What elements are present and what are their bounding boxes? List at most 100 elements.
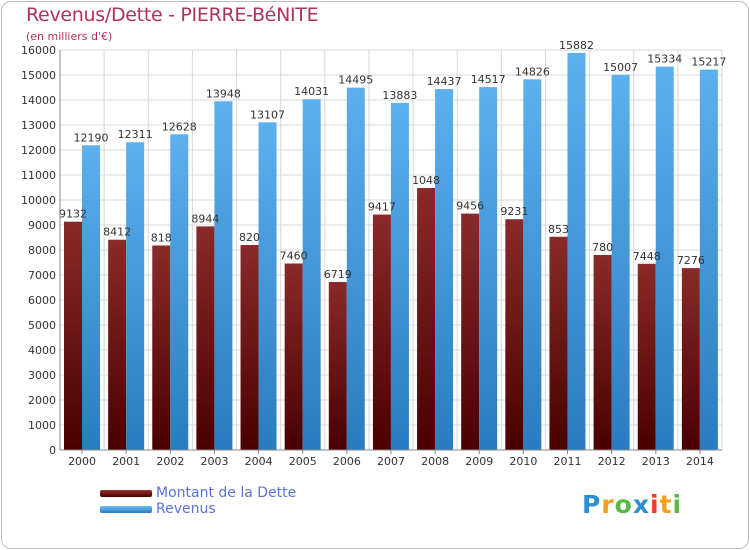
bar-debt-2006	[328, 282, 347, 450]
x-tick-label: 2001	[112, 455, 140, 468]
data-label-revenus-2010: 14826	[515, 65, 550, 78]
data-label-revenus-2002: 12628	[162, 120, 197, 133]
x-tick-label: 2003	[200, 455, 228, 468]
y-tick-label: 0	[49, 444, 56, 457]
bar-revenus-2008	[435, 89, 454, 450]
data-label-debt-2005: 7460	[280, 250, 308, 263]
chart-subtitle: (en milliers d'€)	[26, 30, 113, 43]
bar-revenus-2013	[655, 66, 674, 451]
bar-revenus-2002	[170, 134, 189, 451]
y-tick-label: 9000	[28, 219, 56, 232]
legend-label-revenus: Revenus	[156, 501, 216, 517]
bar-debt-2012	[593, 255, 612, 450]
data-label-revenus-2000: 12190	[74, 131, 109, 144]
x-tick-label: 2004	[245, 455, 273, 468]
legend-label-debt: Montant de la Dette	[156, 485, 297, 501]
data-label-revenus-2014: 15217	[691, 56, 726, 69]
y-tick-label: 8000	[28, 244, 56, 257]
y-tick-label: 10000	[21, 194, 56, 207]
x-tick-label: 2005	[289, 455, 317, 468]
data-label-revenus-2005: 14031	[294, 85, 329, 98]
data-label-debt-2000: 9132	[59, 208, 87, 221]
x-tick-label: 2011	[554, 455, 582, 468]
y-tick-label: 14000	[21, 94, 56, 107]
bar-debt-2007	[372, 214, 391, 450]
axes: 0 1000 2000 3000 4000 5000 6000 7000 8000 9000 100…	[21, 44, 722, 468]
x-tick-label: 2006	[333, 455, 361, 468]
y-tick-label: 1000	[28, 419, 56, 432]
data-label-debt-2013: 7448	[633, 250, 661, 263]
bar-debt-2003	[196, 226, 215, 450]
legend-swatch-revenus	[100, 506, 152, 513]
x-tick-label: 2007	[377, 455, 405, 468]
bar-debt-2013	[637, 263, 656, 450]
bar-debt-2014	[681, 268, 700, 450]
y-tick-label: 12000	[21, 144, 56, 157]
bar-revenus-2012	[611, 74, 630, 450]
data-label-debt-2014: 7276	[677, 254, 705, 267]
data-label-revenus-2009: 14517	[471, 73, 506, 86]
logo-letter: P	[582, 490, 602, 519]
data-label-debt-2001: 8412	[103, 226, 131, 239]
bar-debt-2000	[64, 221, 82, 450]
chart-title: Revenus/Dette - PIERRE-BéNITE	[26, 4, 319, 26]
data-label-debt-2002: 818	[151, 232, 172, 245]
data-label-debt-2004: 820	[239, 231, 260, 244]
bar-revenus-2005	[302, 99, 321, 450]
bar-revenus-2011	[567, 52, 586, 450]
data-label-debt-2012: 780	[592, 241, 613, 254]
data-label-revenus-2013: 15334	[647, 53, 682, 66]
bars	[64, 52, 718, 451]
x-tick-label: 2010	[509, 455, 537, 468]
bar-revenus-2006	[346, 87, 365, 450]
y-tick-label: 3000	[28, 369, 56, 382]
y-tick-label: 6000	[28, 294, 56, 307]
logo-letter: i	[650, 490, 660, 519]
x-tick-label: 2012	[598, 455, 626, 468]
data-label-revenus-2003: 13948	[206, 87, 241, 100]
bar-debt-2008	[417, 188, 436, 450]
logo-letter: i	[672, 490, 683, 519]
bar-debt-2001	[108, 239, 127, 450]
data-label-debt-2007: 9417	[368, 201, 396, 214]
bar-debt-2002	[152, 245, 171, 450]
y-tick-label: 7000	[28, 269, 56, 282]
bar-revenus-2004	[258, 122, 277, 450]
data-label-debt-2011: 853	[548, 223, 569, 236]
bar-revenus-2003	[214, 101, 233, 451]
data-label-revenus-2008: 14437	[427, 75, 462, 88]
x-tick-label: 2008	[421, 455, 449, 468]
logo-letter: t	[659, 490, 673, 519]
y-tick-label: 16000	[21, 44, 56, 57]
bar-revenus-2001	[126, 142, 145, 450]
bar-debt-2009	[461, 213, 480, 450]
logo-letter: o	[614, 490, 633, 519]
data-label-debt-2008: 1048	[412, 174, 440, 187]
data-label-revenus-2007: 13883	[382, 89, 417, 102]
data-label-debt-2010: 9231	[500, 205, 528, 218]
y-tick-label: 11000	[21, 169, 56, 182]
x-tick-label: 2014	[686, 455, 714, 468]
y-tick-label: 2000	[28, 394, 56, 407]
x-tick-label: 2013	[642, 455, 670, 468]
proxiti-logo: Proxiti	[582, 490, 682, 519]
data-label-revenus-2001: 12311	[118, 128, 153, 141]
bar-revenus-2009	[479, 87, 498, 450]
data-labels: 9132 12190 8412 12311 818 12628 8944 13948 820 13…	[59, 39, 726, 281]
y-tick-label: 13000	[21, 119, 56, 132]
data-label-debt-2009: 9456	[456, 200, 484, 213]
logo-letter: x	[632, 490, 650, 519]
legend-swatch-debt	[100, 490, 152, 497]
bar-debt-2004	[240, 245, 259, 450]
bar-debt-2005	[284, 263, 303, 450]
data-label-debt-2006: 6719	[324, 268, 352, 281]
y-tick-label: 5000	[28, 319, 56, 332]
y-tick-label: 4000	[28, 344, 56, 357]
bar-revenus-2014	[699, 69, 718, 450]
logo-letter: r	[601, 490, 615, 519]
x-tick-label: 2002	[156, 455, 184, 468]
y-tick-label: 15000	[21, 69, 56, 82]
data-label-revenus-2012: 15007	[603, 61, 638, 74]
data-label-revenus-2011: 15882	[559, 39, 594, 52]
